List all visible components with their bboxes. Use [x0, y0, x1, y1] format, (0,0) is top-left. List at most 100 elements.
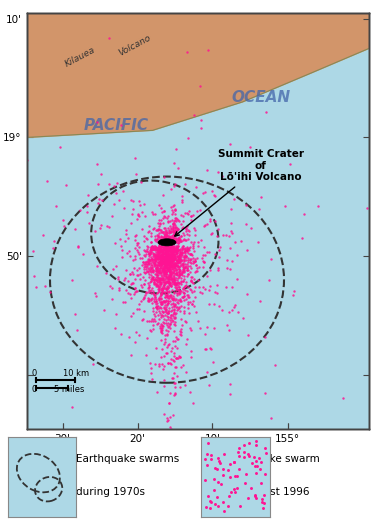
Point	[177, 269, 183, 278]
Point	[162, 259, 168, 268]
Point	[167, 247, 173, 255]
Point	[187, 255, 193, 263]
Point	[168, 266, 174, 275]
Point	[162, 257, 168, 265]
Point	[148, 243, 154, 251]
Point	[131, 288, 138, 296]
Point	[159, 360, 165, 368]
Point	[227, 389, 233, 398]
Point	[158, 257, 164, 265]
Point	[169, 277, 176, 285]
Point	[180, 293, 186, 302]
Point	[180, 261, 186, 269]
Point	[174, 215, 180, 224]
Point	[200, 253, 206, 262]
Point	[203, 345, 209, 354]
Point	[149, 245, 155, 253]
Point	[158, 268, 165, 276]
Point	[170, 238, 176, 246]
Point	[209, 186, 215, 194]
Point	[169, 265, 175, 273]
Point	[221, 450, 227, 458]
Point	[168, 251, 174, 259]
Point	[165, 243, 171, 252]
Point	[165, 319, 171, 327]
Point	[157, 256, 163, 265]
Point	[178, 324, 184, 333]
Point	[163, 259, 169, 267]
Point	[178, 287, 184, 295]
Point	[153, 276, 159, 284]
Point	[153, 308, 159, 317]
Point	[171, 252, 177, 260]
Point	[169, 264, 175, 272]
Point	[165, 283, 171, 291]
Point	[111, 183, 117, 191]
Point	[133, 170, 139, 178]
Point	[171, 247, 177, 255]
Point	[44, 176, 50, 185]
Point	[184, 264, 190, 272]
Point	[145, 248, 151, 256]
Point	[158, 290, 164, 298]
Point	[157, 280, 163, 288]
Point	[166, 254, 172, 263]
Point	[157, 262, 163, 270]
Point	[224, 321, 230, 329]
Point	[177, 353, 183, 361]
Point	[119, 246, 125, 254]
Point	[168, 347, 174, 355]
Point	[172, 281, 178, 289]
Point	[174, 256, 180, 265]
Point	[231, 458, 237, 466]
Point	[153, 296, 159, 305]
Point	[170, 255, 176, 263]
Point	[134, 287, 140, 295]
Point	[164, 255, 170, 263]
Point	[163, 266, 169, 275]
Point	[167, 359, 173, 368]
Point	[225, 502, 231, 510]
Point	[204, 272, 210, 281]
Point	[160, 266, 166, 275]
Point	[170, 250, 176, 258]
Point	[131, 284, 138, 292]
Point	[188, 276, 194, 284]
Point	[228, 218, 234, 227]
Point	[162, 237, 168, 245]
Point	[179, 196, 185, 204]
Point	[166, 280, 173, 288]
Point	[97, 224, 103, 232]
Point	[168, 253, 174, 262]
Point	[144, 245, 150, 253]
Point	[158, 327, 165, 335]
Point	[232, 238, 238, 246]
Point	[189, 288, 195, 296]
Point	[291, 287, 297, 295]
Point	[165, 341, 171, 349]
Point	[135, 239, 141, 248]
Point	[145, 294, 151, 303]
Point	[234, 484, 240, 492]
Point	[163, 316, 169, 324]
Point	[164, 264, 170, 272]
Point	[266, 276, 272, 284]
Point	[162, 231, 168, 239]
Point	[168, 275, 174, 283]
Point	[163, 270, 169, 278]
Point	[163, 257, 169, 265]
Point	[159, 329, 165, 337]
Point	[176, 257, 182, 266]
Point	[173, 244, 179, 252]
Point	[141, 268, 147, 276]
Point	[150, 266, 156, 274]
Point	[179, 249, 185, 257]
Point	[174, 372, 180, 380]
Point	[187, 250, 193, 258]
Text: OCEAN: OCEAN	[231, 90, 290, 105]
Point	[172, 300, 178, 308]
Point	[157, 278, 163, 286]
Point	[154, 281, 160, 289]
Point	[152, 293, 158, 302]
Point	[167, 412, 173, 421]
